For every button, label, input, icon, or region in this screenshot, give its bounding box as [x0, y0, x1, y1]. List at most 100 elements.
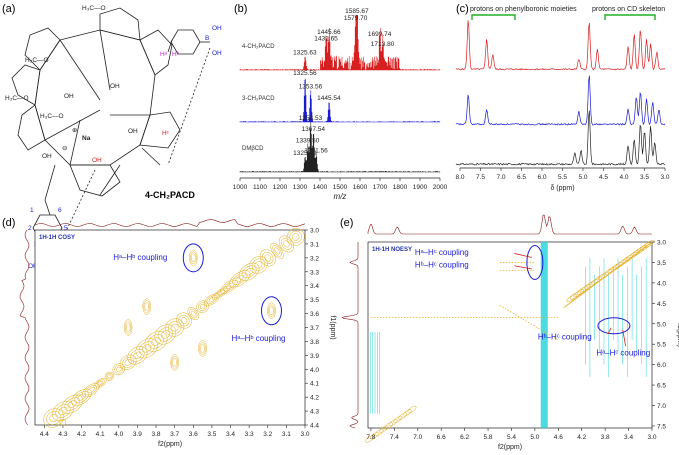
ms-peak-label-0-0: 1325.63: [293, 49, 317, 56]
cosy-crosspeak-1-2: [269, 306, 274, 316]
cosy-contour-1: [46, 411, 61, 425]
cosy-contour-25: [122, 356, 135, 368]
noesy-diag-contour-25: [398, 412, 408, 420]
panel-d-y-tick-label-9: 3.9: [310, 353, 319, 360]
cosy-contour-12: [82, 383, 100, 398]
ms-peak-label-2-0: 1325.49: [293, 150, 317, 157]
boron-label-top: B: [205, 35, 209, 42]
panel-d-x-tick-label-10: 3.4: [226, 431, 235, 438]
methoxy-label-4: H₃C—O: [40, 113, 64, 120]
noesy-arrow-1: [514, 265, 533, 270]
cosy-contour-55: [214, 287, 228, 298]
cosy-contour-9: [71, 388, 92, 406]
cosy-crosspeak-1-1: [268, 304, 275, 318]
nmr-series-1: [455, 75, 666, 126]
noesy-left-projection: [341, 242, 359, 429]
cosy-contour-77: [283, 240, 290, 248]
noesy-top-projection: [367, 214, 652, 235]
panel-e-y-tick-label-6: 6.0: [657, 362, 666, 369]
cosy-contour-57: [220, 277, 241, 294]
panel-d-y-tick-label-2: 3.2: [310, 255, 319, 262]
noesy-diag-contour-9: [612, 262, 623, 271]
panel-d-y-tick-label-11: 4.1: [310, 381, 319, 388]
cosy-crosspeak-3-1: [199, 342, 206, 355]
ms-x-tick-label-0: 1000: [233, 184, 248, 191]
panel-d-x-axis-label: f2(ppm): [158, 441, 182, 448]
panel-e-x-tick-label-9: 4.2: [577, 434, 586, 441]
methoxy-label-3: H₃C—O: [5, 95, 29, 102]
ms-series-name-1: 3-CH₂PACD: [242, 96, 275, 102]
noesy-diag-contour-22: [566, 293, 578, 303]
panel-e-x-tick-label-8: 4.6: [554, 434, 563, 441]
cosy-crosspeak-3-2: [200, 344, 205, 353]
nmr-bracket-0: [471, 14, 516, 20]
panel-e-x-tick-label-11: 3.4: [624, 434, 633, 441]
hb-label: Hᵇ: [172, 51, 180, 58]
cosy-contour-63: [238, 262, 260, 281]
cosy-contour-74: [274, 247, 280, 255]
noesy-annotation-1: Hᵇ–Hᶜ coupling: [415, 260, 469, 269]
panel-e-x-tick-label-7: 5.0: [530, 434, 539, 441]
panel-d-y-tick-label-1: 3.1: [310, 241, 319, 248]
ms-peak-label-0-4: 1579.70: [344, 15, 368, 22]
cosy-contour-60: [229, 270, 251, 288]
cosy-contour-53: [208, 296, 216, 303]
panel-e-y-axis-label: f1(ppm): [676, 323, 679, 347]
cosy-contour-45: [187, 307, 199, 321]
panel-e-x-tick-label-5: 5.8: [484, 434, 493, 441]
noesy-diag-contour-19: [577, 286, 588, 295]
oh-label-boron-top-2: OH: [212, 50, 222, 57]
ms-peak-label-1-1: 1353.56: [299, 84, 323, 91]
cosy-contour-11: [77, 393, 86, 401]
nmr-bracket-1: [604, 14, 656, 20]
cosy-crosspeak-0-2: [191, 253, 196, 263]
cosy-contour-66: [249, 255, 268, 274]
plus-charge: ⊕: [72, 127, 78, 134]
ms-x-tick-label-4: 1400: [313, 184, 328, 191]
panel-d-x-tick-label-5: 3.9: [133, 431, 142, 438]
cosy-contour-41: [170, 323, 179, 332]
cosy-annotation-circle-1: [260, 296, 282, 326]
panel-e-x-axis-label: f2(ppm): [498, 444, 522, 451]
cosy-contour-19: [106, 373, 113, 380]
panel-d-x-tick-label-13: 3.1: [282, 431, 291, 438]
cosy-chart: 4.4 4.3 4.2 4.1 4.0 3.9 3.8 3.7 3.6 3.5 3.4 3.3 3.2 3…: [19, 219, 336, 448]
panel-d-x-tick-label-8: 3.6: [189, 431, 198, 438]
cosy-contour-33: [144, 331, 168, 352]
ms-x-tick-label-7: 1700: [373, 184, 388, 191]
cosy-contour-76: [281, 238, 292, 250]
oh-label-4: OH: [128, 128, 138, 135]
cosy-contour-70: [262, 251, 274, 264]
panel-d-y-tick-label-3: 3.3: [310, 269, 319, 276]
cosy-contour-5: [58, 406, 68, 416]
panel-d-x-tick-label-4: 4.0: [114, 431, 123, 438]
nmr-series-0: [455, 20, 666, 71]
panel-d-y-tick-label-6: 3.6: [310, 311, 319, 318]
nmr-x-tick-label-8: 4.0: [619, 174, 628, 181]
panel-d-x-tick-label-14: 3.0: [300, 431, 309, 438]
panel-e-x-tick-label-12: 3.0: [647, 434, 656, 441]
noesy-diag-contour-7: [619, 257, 630, 266]
noesy-water-band: [540, 242, 548, 428]
oh-label-2: OH: [110, 83, 120, 90]
ms-peak-label-0-1: 1431.65: [314, 36, 338, 43]
cosy-contour-46: [189, 308, 198, 319]
ms-peak-label-2-4: 1381.56: [304, 148, 328, 155]
ms-peak-label-0-6: 1713.80: [371, 41, 395, 48]
cosy-contour-44: [180, 317, 188, 324]
oh-label-boron-bottom-1: OH: [28, 263, 38, 270]
panel-d-y-tick-label-12: 4.2: [310, 395, 319, 402]
nmr-x-axis-label: δ (ppm): [550, 185, 574, 192]
molecule-labels: H₃C—O H₃C—O H₃C—O H₃C—O OH OH OH OH Na ⊕…: [5, 5, 222, 270]
cosy-crosspeak-3-0: [198, 340, 207, 357]
cosy-contour-71: [264, 254, 272, 262]
cosy-contour-72: [270, 242, 284, 259]
cosy-contour-65: [244, 268, 254, 276]
cosy-contour-4: [55, 404, 71, 418]
noesy-arrow-3: [622, 329, 627, 347]
nmr-x-tick-label-2: 7.0: [496, 174, 505, 181]
nmr-x-tick-label-10: 3.0: [660, 174, 669, 181]
ms-peak-label-0-2: 1445.66: [317, 29, 341, 36]
noesy-diag-line: [563, 241, 653, 308]
minus-charge: ⊖: [62, 145, 68, 152]
